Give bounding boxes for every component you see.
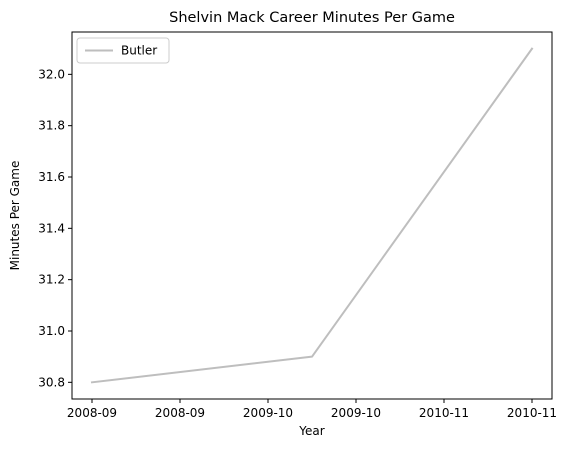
axes: 30.8 31.0 31.2 31.4 31.6 31.8 32.0 2008-09 2008-… [38, 31, 557, 420]
plot-frame [71, 31, 553, 400]
y-tick-label: 32.0 [38, 67, 65, 81]
y-axis-title: Minutes Per Game [8, 161, 22, 271]
y-tick-label: 30.8 [38, 375, 65, 389]
x-tick-label: 2009-10 [331, 406, 381, 420]
legend-label-butler: Butler [121, 44, 157, 58]
x-axis-title: Year [298, 424, 324, 438]
y-tick-label: 31.0 [38, 324, 65, 338]
x-tick-label: 2008-09 [67, 406, 117, 420]
series-line-butler [90, 47, 534, 384]
legend-box [76, 37, 170, 64]
y-tick-label: 31.6 [38, 170, 65, 184]
x-tick-label: 2008-09 [155, 406, 205, 420]
x-tick-label: 2009-10 [243, 406, 293, 420]
legend: Butler [76, 37, 170, 64]
y-tick-label: 31.8 [38, 119, 65, 133]
x-tick-label: 2010-11 [507, 406, 557, 420]
y-tick-label: 31.2 [38, 273, 65, 287]
x-tick-label: 2010-11 [419, 406, 469, 420]
chart-title: Shelvin Mack Career Minutes Per Game [169, 10, 455, 26]
plot-area [90, 47, 534, 384]
y-tick-label: 31.4 [38, 221, 65, 235]
